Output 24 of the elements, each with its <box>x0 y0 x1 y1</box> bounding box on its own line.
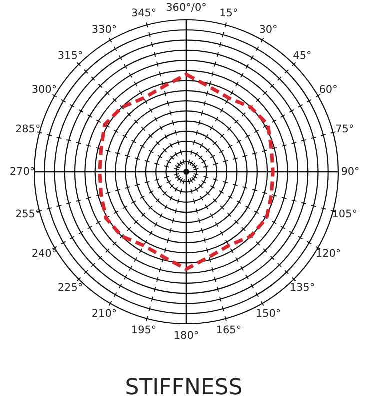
spoke-label: 90° <box>341 166 360 178</box>
spoke-label: 15° <box>220 8 238 20</box>
spoke-label: 345° <box>131 8 157 20</box>
spoke-label: 105° <box>332 208 358 220</box>
spoke-label: 45° <box>293 50 312 62</box>
spoke-label: 285° <box>15 124 41 136</box>
spoke-label: 210° <box>92 308 118 320</box>
text: STIFFNESS <box>125 376 243 400</box>
spoke-label: 195° <box>131 324 157 336</box>
spoke-label: 180° <box>174 330 200 342</box>
spoke-label: 135° <box>290 282 316 294</box>
spoke-label: 150° <box>256 308 282 320</box>
spoke-label: 300° <box>32 84 58 96</box>
spoke-label: 330° <box>92 24 118 36</box>
spoke-label: 315° <box>58 50 84 62</box>
spoke-label: 60° <box>319 84 338 96</box>
spoke-label: 240° <box>32 248 58 260</box>
spoke-label: 30° <box>259 24 278 36</box>
spoke-label: 255° <box>15 208 41 220</box>
spoke-label: 75° <box>336 124 354 136</box>
spoke-label: 165° <box>216 324 242 336</box>
spoke-label: 360°/0° <box>166 2 207 14</box>
spoke-label: 225° <box>58 282 84 294</box>
spoke-label: 120° <box>316 248 342 260</box>
